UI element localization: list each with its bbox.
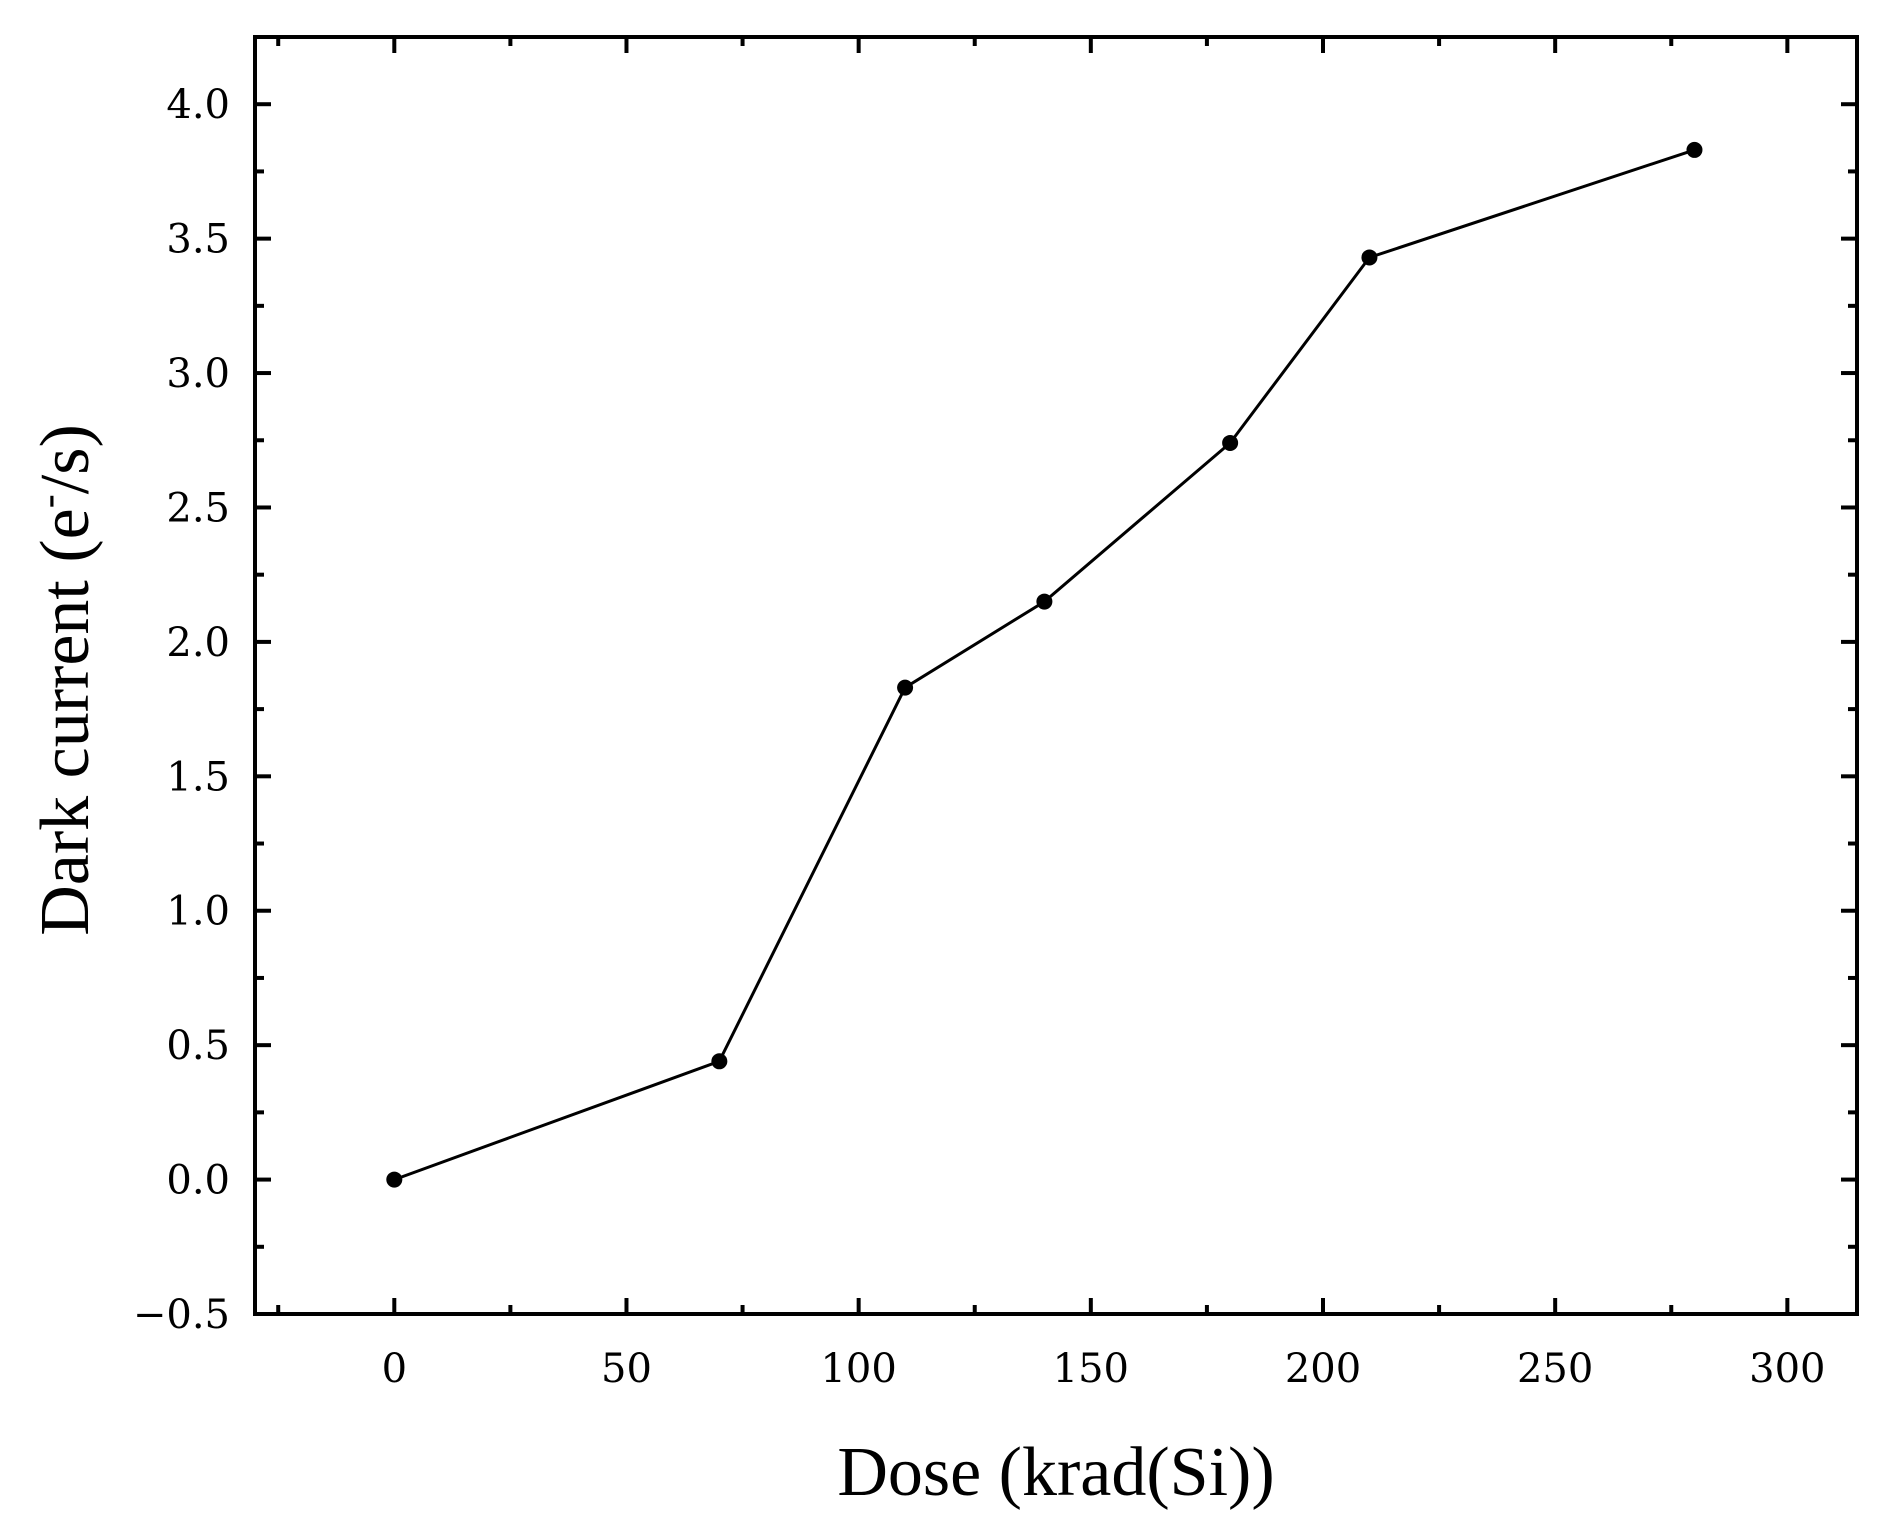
plot-frame xyxy=(253,35,1859,1316)
y-tick-label: 3.5 xyxy=(166,217,230,263)
x-axis-title: Dose (krad(Si)) xyxy=(837,1434,1274,1511)
y-axis-title-tail: /s) xyxy=(27,424,104,494)
y-tick-label: 2.5 xyxy=(166,485,230,531)
data-point xyxy=(1036,593,1053,610)
data-point xyxy=(386,1171,403,1188)
x-tick-label: 0 xyxy=(382,1346,407,1392)
x-tick-label: 300 xyxy=(1749,1346,1825,1392)
y-axis-title-superscript: - xyxy=(26,494,72,508)
x-tick-label: 150 xyxy=(1053,1346,1129,1392)
data-point xyxy=(897,679,914,696)
series-line xyxy=(393,148,1695,1182)
data-point xyxy=(1222,434,1239,451)
y-tick-label: 0.0 xyxy=(166,1158,230,1204)
x-tick-label: 250 xyxy=(1517,1346,1593,1392)
data-point xyxy=(711,1053,728,1070)
y-tick-label: 4.0 xyxy=(166,82,230,128)
y-tick-label: −0.5 xyxy=(133,1292,230,1338)
ticks-layer xyxy=(255,35,1857,1316)
y-tick-label: 2.0 xyxy=(166,620,230,666)
y-axis-title: Dark current (e-/s) xyxy=(26,424,104,936)
y-tick-label: 0.5 xyxy=(166,1023,230,1069)
x-tick-label: 50 xyxy=(601,1346,652,1392)
x-tick-label: 200 xyxy=(1285,1346,1361,1392)
tick-labels-layer: 0 50 100 150 200 250 300 −0.5 0.0 0.5 1.0 1.5 2.0 2.5… xyxy=(133,82,1826,1392)
x-tick-label: 100 xyxy=(820,1346,896,1392)
series-layer xyxy=(386,141,1703,1188)
y-tick-label: 1.5 xyxy=(166,754,230,800)
y-tick-label: 1.0 xyxy=(166,889,230,935)
y-tick-label: 3.0 xyxy=(166,351,230,397)
data-point xyxy=(1686,141,1703,158)
y-axis-title-main: Dark current (e xyxy=(27,508,104,936)
data-point xyxy=(1361,249,1378,266)
